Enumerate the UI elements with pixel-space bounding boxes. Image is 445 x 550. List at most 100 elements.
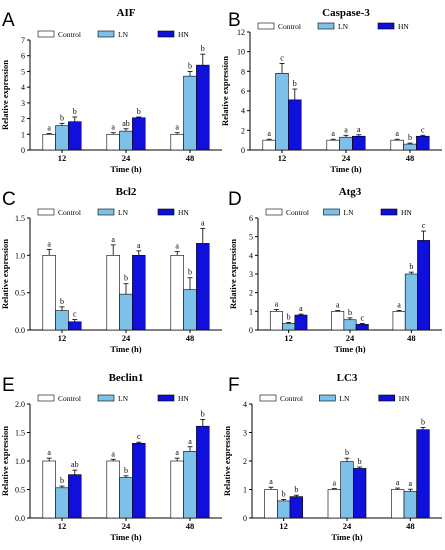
x-tick-label: 24	[122, 153, 131, 163]
legend-label: HN	[399, 394, 410, 403]
legend-label: LN	[118, 394, 129, 403]
significance-label: b	[358, 457, 362, 466]
legend-swatch-ln	[97, 208, 115, 216]
y-tick-label: 1	[249, 307, 253, 316]
significance-label: b	[124, 466, 128, 475]
y-tick-label: 1.5	[15, 429, 25, 438]
bar-control	[269, 311, 283, 331]
bar-control	[264, 489, 278, 519]
y-tick-label: 0.0	[15, 326, 25, 335]
legend-label: Control	[58, 394, 81, 403]
bar-hn	[355, 324, 369, 331]
y-tick-label: 4	[21, 83, 25, 92]
significance-label: b	[201, 44, 205, 53]
y-tick-label: 0.5	[15, 486, 25, 495]
significance-label: b	[293, 79, 297, 88]
bar-hn	[132, 117, 146, 151]
bar-control	[170, 255, 184, 331]
significance-label: a	[396, 478, 400, 487]
bar-hn	[132, 443, 146, 519]
bar-control	[392, 311, 406, 331]
legend-label: HN	[178, 208, 189, 217]
y-axis-label: Relative expression	[228, 239, 238, 309]
y-tick-label: 6	[249, 214, 253, 223]
significance-label: c	[73, 310, 77, 319]
significance-label: a	[299, 304, 303, 313]
legend-swatch-control	[37, 30, 55, 38]
y-tick-label: 1.0	[15, 457, 25, 466]
bar-control	[170, 460, 184, 519]
legend-label: HN	[178, 30, 189, 39]
significance-label: b	[124, 274, 128, 283]
y-tick-label: 4	[243, 400, 247, 409]
significance-label: a	[201, 218, 205, 227]
x-tick-label: 12	[278, 153, 287, 163]
significance-label: c	[280, 53, 284, 62]
bar-ln	[339, 136, 353, 151]
legend-label: Control	[278, 22, 301, 31]
legend-label: HN	[401, 208, 412, 217]
bar-control	[170, 133, 184, 151]
y-tick-label: 3	[243, 429, 247, 438]
y-tick-label: 10	[237, 48, 245, 57]
bar-hn	[294, 314, 308, 331]
bar-ln	[119, 293, 133, 331]
y-axis-label: Relative expression	[222, 426, 232, 496]
y-tick-label: 1	[243, 486, 247, 495]
y-axis-label: Relative expression	[0, 60, 10, 130]
chart-title: AIF	[117, 7, 136, 19]
y-tick-label: 0.5	[15, 289, 25, 298]
significance-label: a	[175, 448, 179, 457]
bar-control	[326, 139, 340, 151]
y-tick-label: 2	[21, 115, 25, 124]
bar-ln	[183, 289, 197, 331]
legend-label: LN	[118, 30, 129, 39]
bar-control	[106, 460, 120, 519]
y-tick-label: 2	[243, 457, 247, 466]
significance-label: a	[333, 479, 337, 488]
x-tick-label: 12	[284, 333, 293, 343]
significance-label: b	[421, 417, 425, 426]
x-tick-label: 24	[346, 333, 355, 343]
legend-label: LN	[118, 208, 129, 217]
legend-swatch-hn	[377, 22, 395, 30]
significance-label: b	[409, 262, 413, 271]
legend-label: LN	[338, 22, 349, 31]
significance-label: a	[175, 242, 179, 251]
significance-label: b	[60, 297, 64, 306]
significance-label: b	[137, 107, 141, 116]
x-tick-label: 48	[186, 333, 195, 343]
legend-swatch-control	[257, 22, 275, 30]
bar-hn	[68, 321, 82, 331]
significance-label: b	[60, 476, 64, 485]
significance-label: a	[47, 239, 51, 248]
significance-label: a	[111, 123, 115, 132]
significance-label: a	[175, 123, 179, 132]
significance-label: b	[282, 489, 286, 498]
significance-label: c	[421, 125, 425, 134]
significance-label: a	[357, 125, 361, 134]
significance-label: b	[201, 409, 205, 418]
x-axis-label: Time (h)	[110, 164, 141, 174]
legend-swatch-hn	[157, 208, 175, 216]
x-tick-label: 12	[279, 521, 288, 531]
bar-ln	[403, 491, 417, 519]
significance-label: b	[345, 448, 349, 457]
bar-control	[42, 255, 56, 331]
bar-control	[42, 133, 56, 151]
legend-swatch-ln	[323, 208, 340, 216]
legend-swatch-control	[37, 394, 55, 402]
x-axis-label: Time (h)	[110, 532, 141, 542]
significance-label: c	[360, 313, 364, 322]
y-tick-label: 5	[249, 233, 253, 242]
legend-label: Control	[58, 30, 81, 39]
x-tick-label: 48	[186, 521, 195, 531]
x-tick-label: 12	[58, 333, 67, 343]
x-tick-label: 12	[58, 521, 67, 531]
panel-letter: E	[2, 375, 15, 396]
bar-ln	[340, 461, 354, 519]
x-axis-label: Time (h)	[330, 164, 361, 174]
bar-control	[391, 489, 405, 519]
legend-label: LN	[344, 208, 355, 217]
